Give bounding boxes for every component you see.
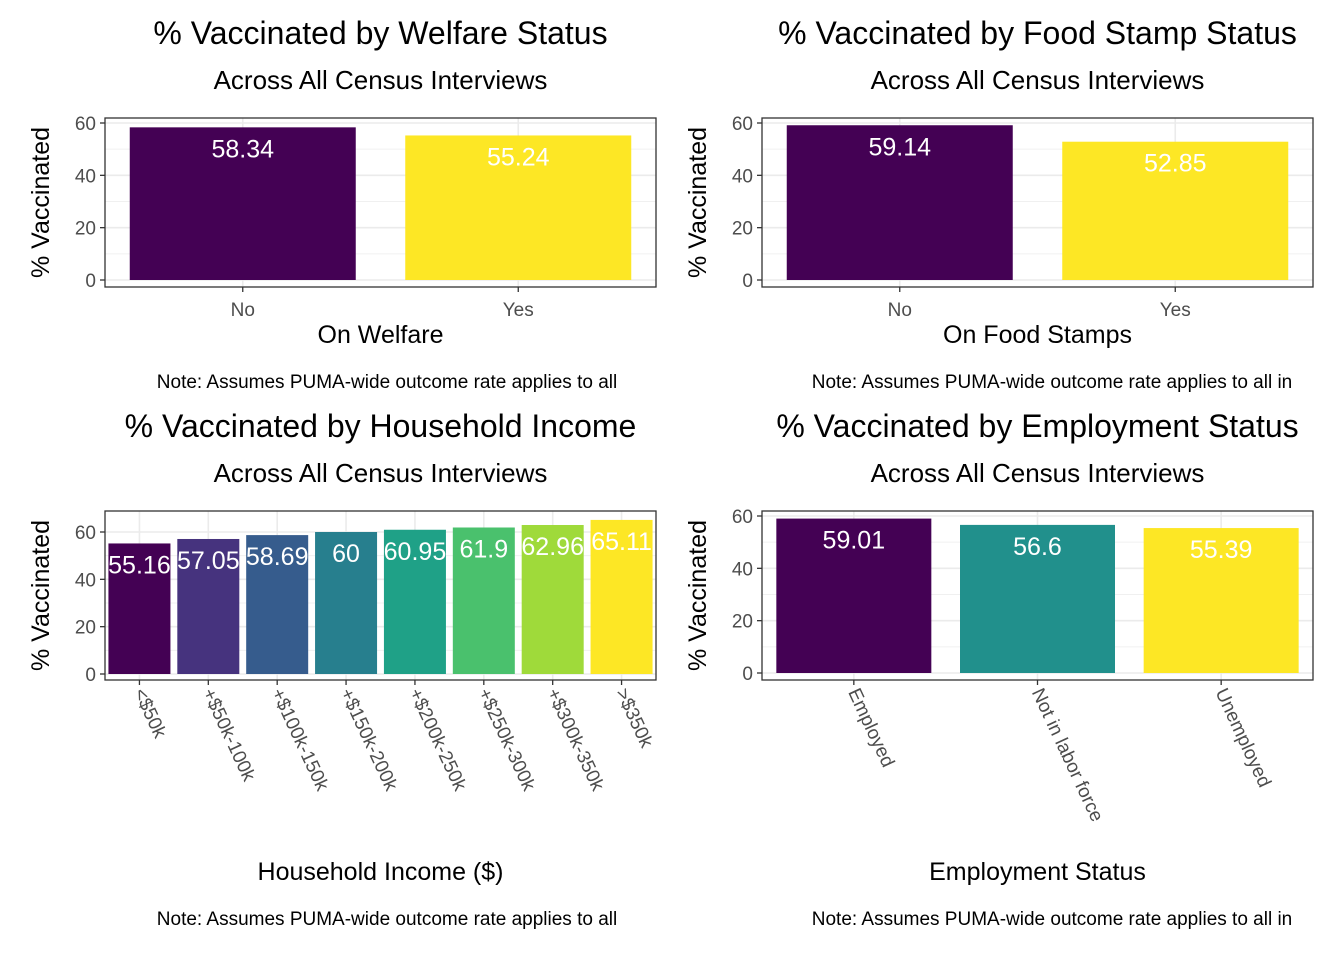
x-axis-title: Household Income ($) <box>258 858 504 886</box>
data-label: 59.14 <box>868 133 931 161</box>
x-tick-label: Employed <box>843 685 898 770</box>
x-tick-label: <$50k <box>129 685 170 742</box>
y-tick-label: 60 <box>75 523 96 544</box>
bar-2 <box>405 135 632 280</box>
x-tick-label: +$50k-100k <box>198 685 259 785</box>
x-tick-label: Yes <box>1160 300 1191 321</box>
y-tick-label: 0 <box>85 665 96 686</box>
chart-title: % Vaccinated by Employment Status <box>776 408 1298 444</box>
y-axis-title: % Vaccinated <box>27 520 55 671</box>
chart-subtitle: Across All Census Interviews <box>214 458 548 488</box>
chart-panel-1: % Vaccinated by Welfare Status Across All… <box>27 15 657 393</box>
chart-subtitle: Across All Census Interviews <box>871 65 1205 95</box>
y-tick-label: 60 <box>75 114 96 135</box>
x-tick-label: +$100k-150k <box>267 685 333 794</box>
data-label: 60 <box>332 540 360 568</box>
y-tick-label: 40 <box>732 166 753 187</box>
data-label: 55.24 <box>487 143 550 171</box>
bar-6 <box>452 527 515 674</box>
y-axis-title: % Vaccinated <box>684 127 712 278</box>
bar-2 <box>177 538 240 674</box>
data-label: 61.9 <box>459 536 508 564</box>
data-label: 65.11 <box>591 528 652 556</box>
x-axis-title: On Food Stamps <box>943 321 1132 349</box>
y-axis-title: % Vaccinated <box>27 127 55 278</box>
plot-border <box>104 117 657 288</box>
y-tick-label: 20 <box>75 618 96 639</box>
y-tick-label: 40 <box>75 166 96 187</box>
y-tick-label: 40 <box>75 570 96 591</box>
y-tick-label: 20 <box>732 219 753 240</box>
x-tick-label: No <box>231 300 255 321</box>
chart-subtitle: Across All Census Interviews <box>871 458 1205 488</box>
bar-5 <box>383 529 446 674</box>
x-tick-label: Not in labor force <box>1027 685 1107 825</box>
y-tick-label: 60 <box>732 507 753 528</box>
y-tick-label: 20 <box>732 612 753 633</box>
chart-panel-4: % Vaccinated by Employment Status Across … <box>684 408 1314 930</box>
y-tick-label: 0 <box>742 664 753 685</box>
y-tick-label: 0 <box>742 271 753 292</box>
data-label: 57.05 <box>177 547 240 575</box>
x-axis-title: On Welfare <box>318 321 444 349</box>
y-tick-label: 0 <box>85 271 96 292</box>
chart-panel-2: % Vaccinated by Food Stamp Status Across … <box>684 15 1314 393</box>
data-label: 52.85 <box>1144 150 1207 178</box>
chart-panel-3: % Vaccinated by Household Income Across A… <box>27 408 657 930</box>
bar-1 <box>776 518 932 673</box>
plot-border <box>104 510 657 681</box>
x-tick-label: No <box>888 300 912 321</box>
chart-title: % Vaccinated by Welfare Status <box>153 15 607 51</box>
x-tick-label: >$350k <box>611 685 657 751</box>
caption-note: Note: Assumes PUMA-wide outcome rate app… <box>812 372 1293 393</box>
data-label: 55.16 <box>108 551 171 579</box>
data-label: 58.34 <box>211 135 274 163</box>
chart-subtitle: Across All Census Interviews <box>214 65 548 95</box>
x-tick-label: +$150k-200k <box>336 685 402 794</box>
bar-3 <box>246 535 309 674</box>
caption-note: Note: Assumes PUMA-wide outcome rate app… <box>157 909 617 930</box>
data-label: 58.69 <box>246 543 309 571</box>
bar-3 <box>1143 528 1299 673</box>
bar-4 <box>315 532 378 674</box>
x-tick-label: +$250k-300k <box>473 685 539 794</box>
caption-note: Note: Assumes PUMA-wide outcome rate app… <box>157 372 617 393</box>
data-label: 55.39 <box>1190 536 1253 564</box>
bar-2 <box>1062 141 1289 280</box>
x-tick-label: Unemployed <box>1211 685 1275 791</box>
x-axis-title: Employment Status <box>929 858 1146 886</box>
x-tick-label: Yes <box>503 300 534 321</box>
bar-1 <box>108 543 171 674</box>
x-tick-label: +$200k-250k <box>404 685 470 794</box>
data-label: 56.6 <box>1013 533 1062 561</box>
data-label: 60.95 <box>384 538 447 566</box>
y-tick-label: 20 <box>75 219 96 240</box>
bar-2 <box>960 524 1115 673</box>
chart-title: % Vaccinated by Food Stamp Status <box>778 15 1297 51</box>
chart-title: % Vaccinated by Household Income <box>125 408 637 444</box>
y-axis-title: % Vaccinated <box>684 520 712 671</box>
caption-note: Note: Assumes PUMA-wide outcome rate app… <box>812 909 1293 930</box>
bar-1 <box>129 127 356 281</box>
data-label: 62.96 <box>521 533 584 561</box>
plot-border <box>761 117 1314 288</box>
x-tick-label: +$300k-350k <box>542 685 608 794</box>
bar-7 <box>521 524 584 674</box>
bar-8 <box>590 519 653 674</box>
data-label: 59.01 <box>823 527 886 555</box>
y-tick-label: 60 <box>732 114 753 135</box>
bar-1 <box>786 125 1013 280</box>
y-tick-label: 40 <box>732 559 753 580</box>
